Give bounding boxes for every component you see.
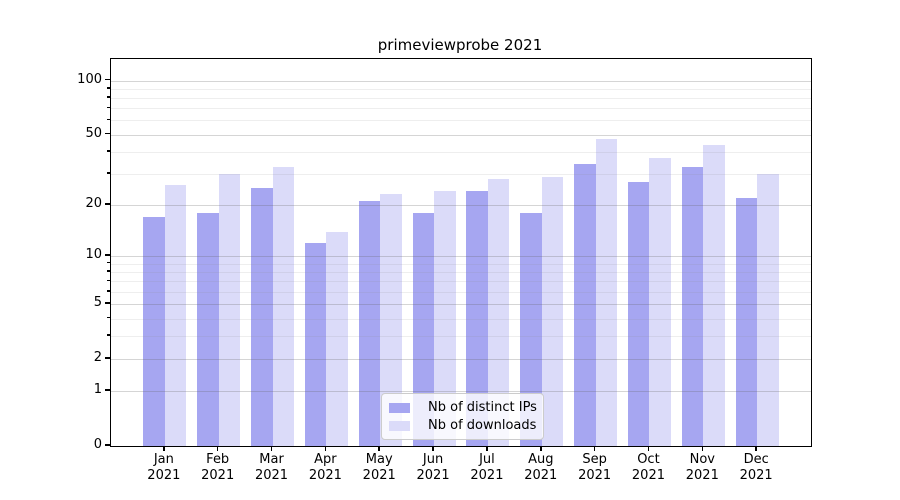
x-tick-sep <box>593 446 596 451</box>
x-tick-mar <box>270 446 273 451</box>
x-tick-dec <box>755 446 757 451</box>
x-tick-label-sep: Sep 2021 <box>578 452 612 483</box>
bar-downloads-may <box>380 194 402 446</box>
y-tick-0 <box>105 444 110 446</box>
y-tick-label-50: 50 <box>85 125 102 141</box>
y-tick-50 <box>105 132 110 135</box>
bar-ips-jun <box>412 212 435 446</box>
x-tick-nov <box>701 446 704 451</box>
x-tick-label-mar: Mar 2021 <box>254 452 289 483</box>
y-minortick-80 <box>107 96 110 98</box>
y-tick-label-2: 2 <box>93 349 102 365</box>
bar-downloads-dec <box>757 174 779 446</box>
plot-area: Nb of distinct IPs Nb of downloads <box>110 58 812 447</box>
bar-downloads-jun <box>434 191 456 446</box>
x-tick-label-jul: Jul 2021 <box>470 452 504 483</box>
bar-ips-jan <box>143 217 165 446</box>
y-tick-1 <box>105 389 110 391</box>
legend-item-distinct-ips: Nb of distinct IPs <box>389 400 537 415</box>
y-minortick-6 <box>107 290 110 292</box>
legend-label: Nb of distinct IPs <box>428 400 537 415</box>
legend-swatch-distinct-ips <box>389 402 410 413</box>
y-minortick-9 <box>107 261 110 264</box>
legend-label: Nb of downloads <box>428 418 537 433</box>
x-tick-label-jan: Jan 2021 <box>147 452 181 483</box>
y-minortick-4 <box>107 316 110 319</box>
bar-downloads-mar <box>272 166 295 446</box>
x-tick-jun <box>432 446 434 451</box>
y-tick-label-100: 100 <box>77 71 102 87</box>
bar-ips-mar <box>251 187 273 446</box>
y-minortick-30 <box>107 172 110 174</box>
x-tick-jul <box>486 446 488 451</box>
y-minortick-8 <box>107 270 110 272</box>
bar-downloads-feb <box>218 174 241 446</box>
x-tick-jan <box>163 446 165 451</box>
bar-downloads-jul <box>487 179 510 446</box>
y-tick-2 <box>105 357 110 359</box>
x-tick-oct <box>647 446 650 451</box>
y-tick-100 <box>105 78 110 81</box>
x-tick-label-feb: Feb 2021 <box>201 452 235 483</box>
x-tick-label-jun: Jun 2021 <box>416 452 450 483</box>
bars-layer <box>111 59 811 446</box>
y-tick-label-10: 10 <box>85 247 102 263</box>
y-minortick-60 <box>107 118 110 121</box>
bar-ips-jul <box>466 191 488 446</box>
bar-ips-oct <box>627 182 650 446</box>
y-tick-label-1: 1 <box>93 382 102 398</box>
x-tick-feb <box>216 446 219 451</box>
x-tick-label-aug: Aug 2021 <box>524 452 558 483</box>
bar-ips-feb <box>197 212 219 446</box>
y-minortick-90 <box>107 87 110 89</box>
y-minortick-3 <box>107 334 110 336</box>
bar-ips-may <box>358 201 381 446</box>
x-tick-label-apr: Apr 2021 <box>308 452 342 483</box>
bar-downloads-apr <box>326 231 348 446</box>
y-minortick-40 <box>107 150 110 152</box>
bar-downloads-sep <box>595 139 618 446</box>
bar-ips-apr <box>304 242 327 446</box>
bar-downloads-aug <box>541 176 564 446</box>
x-tick-may <box>378 446 380 451</box>
legend-item-downloads: Nb of downloads <box>389 418 537 433</box>
bar-ips-aug <box>520 212 542 446</box>
legend-swatch-downloads <box>389 420 410 431</box>
bar-downloads-oct <box>649 157 671 446</box>
bar-downloads-jan <box>164 185 187 446</box>
x-tick-aug <box>540 446 542 451</box>
x-tick-apr <box>324 446 327 451</box>
bar-ips-sep <box>574 164 596 446</box>
x-tick-label-oct: Oct 2021 <box>631 452 665 483</box>
y-tick-label-5: 5 <box>93 295 102 311</box>
bar-ips-dec <box>735 197 758 446</box>
chart-title: primeviewprobe 2021 <box>377 36 543 54</box>
y-tick-label-20: 20 <box>85 195 102 211</box>
y-tick-5 <box>105 302 110 304</box>
bar-ips-nov <box>681 166 704 446</box>
y-tick-label-0: 0 <box>93 437 102 452</box>
bar-downloads-nov <box>703 144 725 446</box>
y-minortick-7 <box>107 279 110 282</box>
x-tick-label-may: May 2021 <box>362 452 396 483</box>
x-tick-label-dec: Dec 2021 <box>739 452 773 483</box>
y-tick-10 <box>105 254 110 256</box>
legend: Nb of distinct IPs Nb of downloads <box>381 393 544 440</box>
y-minortick-70 <box>107 106 110 109</box>
y-tick-20 <box>105 203 110 205</box>
x-tick-label-nov: Nov 2021 <box>685 452 719 483</box>
